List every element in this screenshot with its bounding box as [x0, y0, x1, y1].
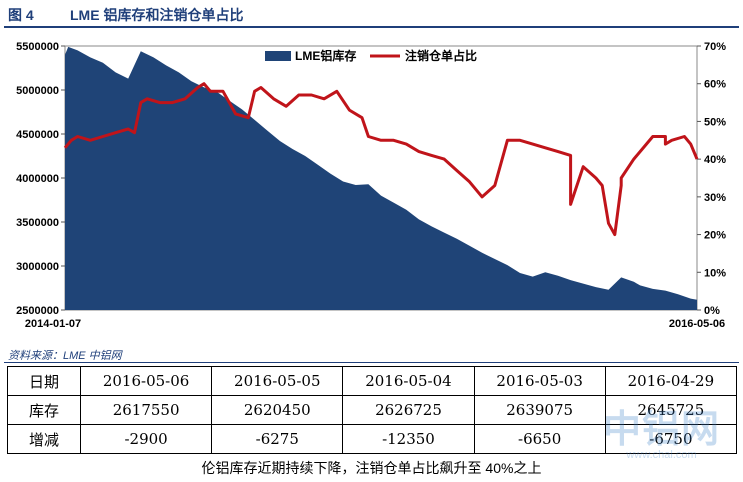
- stock-cell: 2617550: [79, 395, 213, 425]
- inventory-table: 日期 2016-05-06 2016-05-05 2016-05-04 2016…: [7, 366, 738, 454]
- change-cell: -12350: [342, 424, 475, 454]
- left-tick-label: 3500000: [16, 217, 59, 229]
- stock-cell: 2639075: [473, 395, 606, 425]
- row-header-change: 增减: [7, 424, 81, 454]
- stock-cell: 2620450: [211, 395, 344, 425]
- inventory-chart: 2500000 3000000 3500000 4000000 4500000 50000…: [16, 41, 726, 330]
- header-rule: [4, 26, 739, 28]
- series-line-ratio: [63, 82, 699, 237]
- left-tick-label: 3000000: [16, 261, 59, 273]
- left-tick-label: 2500000: [16, 305, 59, 317]
- stock-cell: 2645725: [604, 395, 738, 425]
- date-cell: 2016-04-29: [604, 366, 738, 396]
- source-note: 资料来源：LME 中铝网: [8, 350, 122, 362]
- left-tick-label: 4000000: [16, 173, 59, 185]
- right-tick-label: 60%: [704, 79, 726, 91]
- change-cell: -6275: [211, 424, 344, 454]
- change-cell: -2900: [79, 424, 213, 454]
- row-header-stock: 库存: [7, 395, 81, 425]
- right-tick-label: 50%: [704, 116, 726, 128]
- table-row-dates: 日期 2016-05-06 2016-05-05 2016-05-04 2016…: [7, 366, 738, 396]
- source-rule: [4, 362, 739, 363]
- right-tick-label: 10%: [704, 267, 726, 279]
- right-tick-label: 40%: [704, 154, 726, 166]
- x-tick-label: 2014-01-07: [25, 318, 81, 330]
- change-cell: -6750: [604, 424, 738, 454]
- right-tick-label: 30%: [704, 192, 726, 204]
- change-cell: -6650: [473, 424, 606, 454]
- row-header-dates: 日期: [7, 366, 81, 396]
- legend-label-stock: LME铝库存: [295, 48, 356, 63]
- table-row-change: 增减 -2900 -6275 -12350 -6650 -6750: [7, 424, 738, 454]
- left-tick-label: 4500000: [16, 129, 59, 141]
- right-tick-label: 0%: [704, 305, 720, 317]
- date-cell: 2016-05-03: [473, 366, 606, 396]
- stock-cell: 2626725: [342, 395, 475, 425]
- right-tick-label: 70%: [704, 41, 726, 53]
- figure-title: LME 铝库存和注销仓单占比: [70, 7, 244, 23]
- figure-number: 图 4: [8, 7, 34, 23]
- date-cell: 2016-05-04: [342, 366, 475, 396]
- legend-swatch-stock: [265, 51, 291, 61]
- table-row-stock: 库存 2617550 2620450 2626725 2639075 26457…: [7, 395, 738, 425]
- date-cell: 2016-05-06: [79, 366, 213, 396]
- right-tick-label: 20%: [704, 230, 726, 242]
- x-tick-label: 2016-05-06: [669, 318, 725, 330]
- left-tick-label: 5500000: [16, 41, 59, 53]
- left-tick-label: 5000000: [16, 85, 59, 97]
- date-cell: 2016-05-05: [211, 366, 344, 396]
- figure-header: 图 4 LME 铝库存和注销仓单占比: [0, 0, 743, 28]
- legend-label-ratio: 注销仓单占比: [405, 48, 477, 63]
- series-area-stock: [65, 46, 697, 311]
- figure-caption: 伦铝库存近期持续下降，注销仓单占比飙升至 40%之上: [201, 460, 542, 476]
